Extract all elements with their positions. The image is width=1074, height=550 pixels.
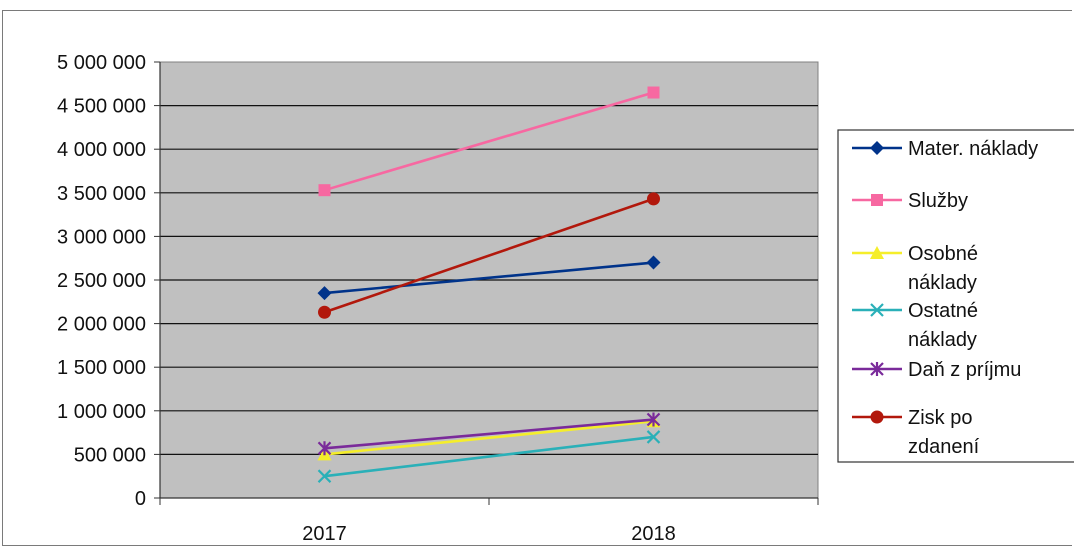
series-line [324,435,654,478]
series-3 [317,430,661,483]
data-point [318,305,331,319]
legend-entry: Ostatné náklady [852,300,978,351]
legend-label: zdanení [908,436,980,458]
legend-label: Ostatné [908,300,978,322]
series-line [324,418,654,450]
series-line [324,419,654,456]
legend-label: náklady [908,272,977,294]
y-tick-label: 2 500 000 [57,270,146,292]
data-point [646,430,661,444]
data-point [647,192,660,206]
x-tick-label: 2017 [302,523,347,545]
legend-entry: Zisk po zdanení [852,407,980,458]
legend-box [837,129,1074,463]
y-tick-label: 4 000 000 [57,139,146,161]
legend-swatch-marker [870,362,884,376]
gridlines [160,104,818,455]
data-point [317,469,332,483]
data-point [646,412,661,427]
data-point [646,255,661,270]
y-tick-label: 1 500 000 [57,357,146,379]
legend-label: Zisk po [908,407,972,429]
series-0 [317,255,661,301]
legend-entry: Mater. náklady [852,138,1038,160]
series-line [324,197,654,314]
legend-label: náklady [908,329,977,351]
legend-swatch-marker [870,303,884,317]
legend: Mater. nákladySlužbyOsobnénákladyOstatné… [837,129,1074,463]
series-lines [317,86,661,483]
legend-swatch-marker [870,246,884,259]
legend-swatch-marker [870,141,884,155]
data-point [317,441,332,456]
legend-label: Služby [908,190,968,212]
legend-entry: Osobné náklady [852,243,978,294]
data-point [317,286,332,301]
y-tick-label: 3 500 000 [57,183,146,205]
series-1 [318,86,660,197]
legend-swatch-marker [870,410,884,424]
y-tick-label: 5 000 000 [57,52,146,74]
data-point [318,184,331,197]
y-tick-label: 4 500 000 [57,96,146,118]
series-line [324,91,654,192]
y-tick-label: 0 [135,488,146,510]
y-tick-label: 3 000 000 [57,226,146,248]
legend-entry: Služby [852,190,968,212]
x-tick-label: 2018 [631,523,676,545]
series-5 [318,192,660,319]
legend-label: Daň z príjmu [908,359,1021,381]
legend-swatch-marker [871,194,883,206]
y-tick-label: 500 000 [74,444,146,466]
data-point [647,86,660,99]
series-line [324,261,654,295]
legend-label: Mater. náklady [908,138,1038,160]
series-4 [317,412,661,456]
legend-entry: Daň z príjmu [852,359,1021,381]
y-tick-label: 1 000 000 [57,401,146,423]
y-tick-label: 2 000 000 [57,314,146,336]
legend-label: Osobné [908,243,978,265]
axes: 0 500 000 1 000 000 1 500 000 2 000 000 2 500… [57,52,819,545]
